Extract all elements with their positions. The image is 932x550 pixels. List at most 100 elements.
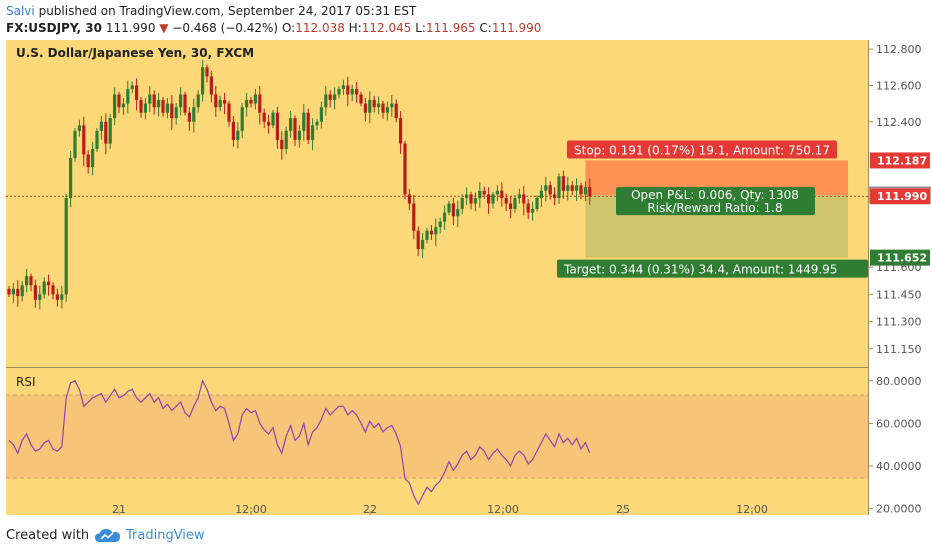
risk-reward-text: Risk/Reward Ratio: 1.8 — [647, 201, 782, 215]
rsi-band — [6, 395, 868, 478]
time-axis[interactable]: 21 12:00 22 12:00 25 12:00 — [112, 503, 768, 516]
candle — [407, 188, 411, 211]
rsi-tick-label: 40.0000 — [876, 460, 922, 473]
candle — [429, 225, 433, 241]
candle — [482, 186, 486, 199]
price-tick-label: 112.600 — [876, 79, 922, 92]
rsi-axis[interactable]: 80.0000 60.0000 40.0000 20.0000 — [868, 375, 922, 516]
price-tag-bg — [870, 188, 930, 205]
candle — [69, 150, 73, 208]
candle — [451, 197, 455, 226]
time-tick-label: 22 — [363, 503, 377, 516]
candle — [579, 182, 583, 200]
candle — [478, 182, 482, 208]
low-label: L: — [415, 21, 426, 35]
candle — [421, 232, 425, 259]
price-change: −0.468 (−0.42%) — [172, 21, 279, 35]
candle — [25, 269, 29, 293]
low-value: 111.965 — [425, 21, 476, 35]
time-tick-label: 12:00 — [736, 503, 768, 516]
stop-tag: Stop: 0.191 (0.17%) 19.1, Amount: 750.17 — [567, 140, 837, 159]
time-tick-label: 12:00 — [235, 503, 267, 516]
candle — [267, 114, 271, 134]
candle — [64, 193, 68, 302]
price-tag-bg — [870, 152, 930, 169]
candle — [535, 195, 539, 212]
down-arrow-icon: ▼ — [159, 21, 169, 35]
high-label: H: — [348, 21, 362, 35]
candle — [249, 97, 253, 108]
candle — [491, 191, 495, 209]
candle — [170, 95, 174, 130]
candle — [192, 98, 196, 133]
candle — [324, 85, 328, 116]
candle — [121, 97, 125, 116]
candle — [245, 92, 249, 117]
candle — [487, 187, 491, 214]
published-text: published on TradingView.com, September … — [38, 4, 417, 18]
candle — [306, 108, 310, 145]
candle — [350, 84, 354, 101]
price-tick-label: 111.150 — [876, 343, 922, 356]
candle — [280, 131, 284, 160]
candle — [91, 141, 95, 176]
candle — [108, 113, 112, 149]
candle — [372, 95, 376, 113]
tradingview-link[interactable]: TradingView — [126, 528, 205, 543]
candle — [403, 140, 407, 200]
candle — [20, 281, 24, 302]
candle — [517, 188, 521, 204]
candle — [346, 76, 350, 107]
candle — [196, 90, 200, 113]
author-link[interactable]: Salvi — [6, 4, 35, 18]
stop-tag-text: Stop: 0.191 (0.17%) 19.1, Amount: 750.17 — [574, 143, 830, 157]
candle — [11, 283, 15, 304]
candle — [447, 200, 451, 216]
candle — [548, 181, 552, 200]
candle — [60, 285, 64, 309]
rsi-tick-label: 80.0000 — [876, 375, 922, 388]
candle — [223, 92, 227, 114]
candle — [575, 178, 579, 202]
candle — [394, 99, 398, 123]
price-axis[interactable]: 112.800112.600112.400112.187111.996111.9… — [868, 43, 931, 356]
rsi-tick-label: 20.0000 — [876, 503, 922, 516]
candle — [297, 125, 301, 148]
candle — [148, 85, 152, 113]
candle — [531, 201, 535, 221]
candle — [495, 185, 499, 202]
candle — [513, 195, 517, 213]
candle — [240, 103, 244, 139]
price-tick-label: 112.400 — [876, 116, 922, 129]
candle — [42, 277, 46, 299]
candle — [130, 81, 134, 94]
chart-area[interactable]: Stop: 0.191 (0.17%) 19.1, Amount: 750.17… — [0, 0, 932, 522]
candle — [139, 97, 143, 118]
candle — [333, 87, 337, 110]
candle — [438, 217, 442, 234]
close-label: C: — [479, 21, 492, 35]
candle — [262, 108, 266, 129]
created-with-text: Created with — [6, 528, 90, 543]
header: Salvi published on TradingView.com, Sept… — [0, 0, 932, 40]
price-tick-label: 111.450 — [876, 288, 922, 301]
candle — [104, 113, 108, 155]
rsi-line — [8, 379, 591, 506]
candle — [231, 116, 235, 147]
candle — [99, 116, 103, 140]
candle — [187, 107, 191, 131]
candle — [113, 87, 117, 126]
price-tag-bg — [870, 249, 930, 266]
candle — [553, 187, 557, 206]
price-tick-label: 112.800 — [876, 43, 922, 56]
publish-line: Salvi published on TradingView.com, Sept… — [6, 4, 416, 18]
candle — [293, 115, 297, 146]
candle — [368, 91, 372, 124]
close-value: 111.990 — [491, 21, 542, 35]
candle — [539, 185, 543, 207]
candle — [469, 191, 473, 210]
candle — [359, 91, 363, 107]
candle — [385, 101, 389, 121]
candle — [117, 91, 121, 114]
rsi-tick-label: 60.0000 — [876, 417, 922, 430]
